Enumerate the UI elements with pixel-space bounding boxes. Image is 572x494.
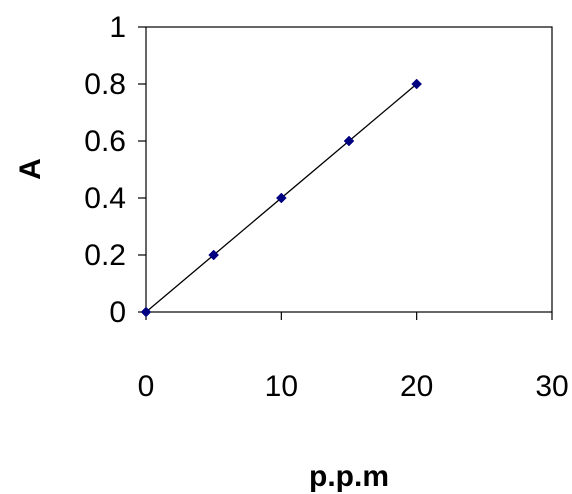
x-tick-label: 0 [138, 370, 155, 403]
data-point [208, 249, 220, 261]
y-axis-ticks: 0 0.2 0.4 0.6 0.8 1 [84, 11, 146, 329]
data-point [411, 78, 423, 90]
x-tick-label: 30 [535, 370, 568, 403]
x-axis-ticks: 0 10 20 30 [138, 312, 569, 403]
x-tick-label: 10 [265, 370, 298, 403]
plot-area [145, 26, 553, 313]
y-tick-label: 0.4 [84, 182, 126, 215]
data-point [343, 135, 355, 147]
y-axis-title: A [14, 158, 47, 180]
y-tick-label: 0.6 [84, 125, 126, 158]
data-point [275, 192, 287, 204]
data-points [140, 78, 423, 318]
x-tick-label: 20 [400, 370, 433, 403]
y-tick-label: 0 [109, 296, 126, 329]
x-axis-title: p.p.m [309, 460, 389, 493]
data-point [140, 306, 152, 318]
y-tick-label: 1 [109, 11, 126, 44]
y-tick-label: 0.2 [84, 239, 126, 272]
y-tick-label: 0.8 [84, 68, 126, 101]
